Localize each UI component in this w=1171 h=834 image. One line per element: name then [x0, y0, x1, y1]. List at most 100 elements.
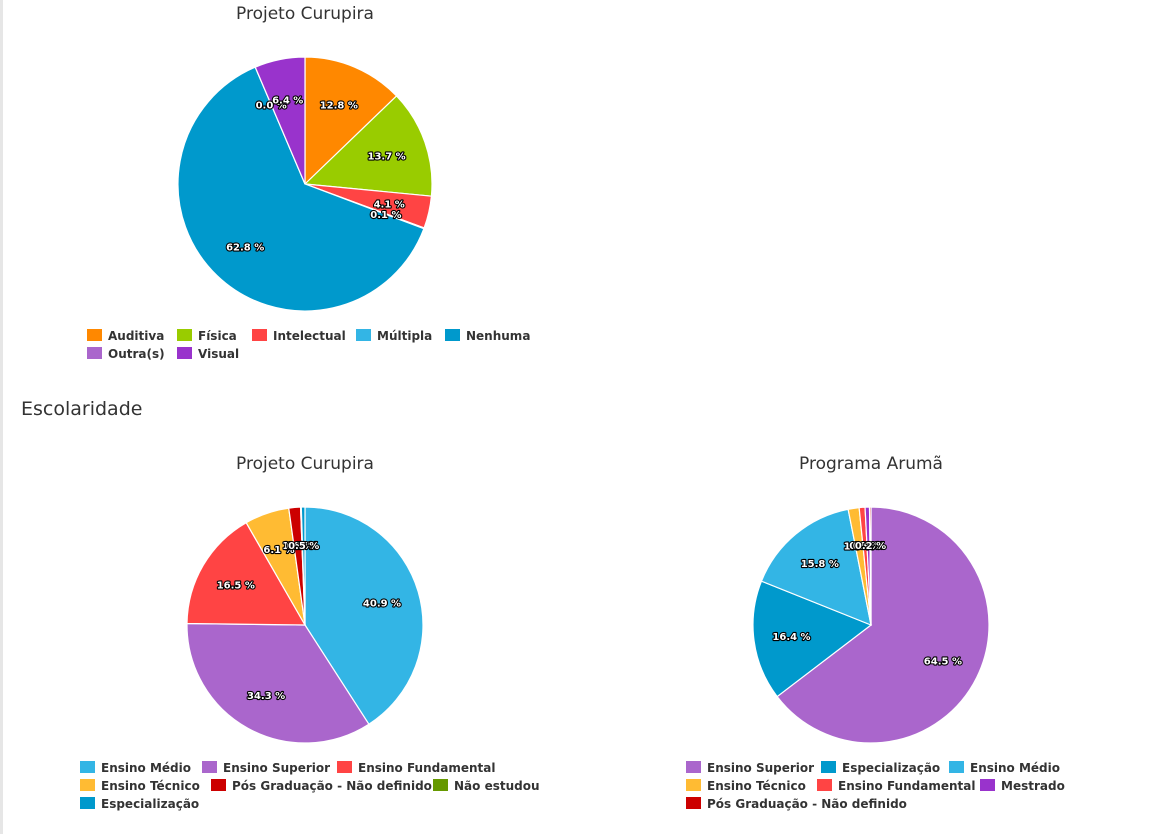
legend-item-pos-graduacao-nao-definido[interactable]: Pós Graduação - Não definido	[686, 797, 907, 811]
legend-label: Pós Graduação - Não definido	[232, 779, 432, 793]
slice-label-pos-graduacao-nao-definido: 0.2 %	[855, 541, 886, 552]
slice-label-especializacao: 0.5 %	[288, 541, 319, 552]
slice-label-ensino-medio: 40.9 %	[363, 598, 401, 609]
legend-swatch	[445, 329, 460, 341]
pie-slice-nenhuma[interactable]	[177, 66, 425, 312]
legend-swatch	[686, 779, 701, 791]
legend-label: Especialização	[101, 797, 199, 811]
pie-chart-deficiencia-curupira: Projeto Curupira 12.8 % 13.7 % 4.1 % 0.1 % 62…	[0, 0, 610, 380]
legend-item-ensino-tecnico[interactable]: Ensino Técnico	[686, 779, 806, 793]
legend-label: Nenhuma	[466, 329, 530, 343]
legend-label: Ensino Fundamental	[838, 779, 975, 793]
legend-swatch	[980, 779, 995, 791]
legend-swatch	[80, 779, 95, 791]
legend-item-ensino-medio[interactable]: Ensino Médio	[80, 761, 191, 775]
legend-item-ensino-fundamental[interactable]: Ensino Fundamental	[817, 779, 975, 793]
slice-label-outra-s: 0.0 %	[256, 101, 287, 112]
legend-swatch	[87, 347, 102, 359]
pie-chart-escolaridade-aruma: Programa Arumã 64.5 % 16.4 % 15.8 % 1.5 % 0.8…	[610, 445, 1171, 834]
legend-item-nao-estudou[interactable]: Não estudou	[433, 779, 540, 793]
legend-label: Múltipla	[377, 329, 432, 343]
pie-slice-fisica[interactable]	[303, 95, 433, 197]
legend-item-ensino-tecnico[interactable]: Ensino Técnico	[80, 779, 200, 793]
slice-label-ensino-fundamental: 16.5 %	[217, 580, 255, 591]
pie-slice-ensino-superior[interactable]	[186, 622, 370, 744]
pie-slice-pos-graduacao-nao-definido[interactable]	[868, 506, 872, 626]
pie-slice-ensino-medio[interactable]	[760, 508, 872, 626]
chart-svg: Programa Arumã 64.5 % 16.4 % 15.8 % 1.5 %0.8…	[686, 454, 1065, 811]
slice-label-ensino-superior: 64.5 %	[924, 657, 962, 668]
slice-label-fisica: 13.7 %	[368, 152, 406, 163]
slice-label-intelectual: 4.1 %	[374, 199, 405, 210]
legend-swatch	[87, 329, 102, 341]
legend-label: Auditiva	[108, 329, 164, 343]
legend-label: Ensino Médio	[101, 761, 191, 775]
pie-slice-auditiva[interactable]	[304, 56, 398, 186]
slice-label-ensino-medio: 15.8 %	[801, 559, 839, 570]
legend-label: Outra(s)	[108, 347, 165, 361]
legend-label: Especialização	[842, 761, 940, 775]
legend-item-fisica[interactable]: Física	[177, 329, 237, 343]
slice-label-visual: 6.4 %	[272, 95, 303, 106]
legend-swatch	[433, 779, 448, 791]
slice-label-especializacao: 16.4 %	[772, 632, 810, 643]
legend-item-ensino-superior[interactable]: Ensino Superior	[202, 761, 330, 775]
chart-title: Projeto Curupira	[236, 4, 374, 24]
legend-label: Ensino Técnico	[707, 779, 806, 793]
legend-label: Ensino Técnico	[101, 779, 200, 793]
slice-label-mestrado: 0.6 %	[853, 541, 884, 552]
slice-label-multipla: 0.1 %	[370, 210, 401, 221]
section-heading-escolaridade: Escolaridade	[21, 398, 143, 420]
legend-item-outra-s[interactable]: Outra(s)	[87, 347, 165, 361]
chart-svg: Projeto Curupira 12.8 % 13.7 % 4.1 %0.1 % 62…	[87, 4, 530, 361]
pie-slice-visual[interactable]	[254, 56, 306, 185]
chart-title: Programa Arumã	[799, 454, 943, 474]
legend-label: Ensino Superior	[707, 761, 814, 775]
slice-label-ensino-superior: 34.3 %	[247, 691, 285, 702]
pie-chart-escolaridade-curupira: Projeto Curupira 40.9 % 34.3 % 16.5 % 6.1 % 1…	[0, 445, 610, 834]
legend-swatch	[686, 797, 701, 809]
slice-label-ensino-tecnico: 6.1 %	[263, 545, 294, 556]
legend-item-intelectual[interactable]: Intelectual	[252, 329, 346, 343]
legend-item-pos-graduacao-nao-definido[interactable]: Pós Graduação - Não definido	[211, 779, 432, 793]
legend-item-ensino-superior[interactable]: Ensino Superior	[686, 761, 814, 775]
legend-swatch	[177, 329, 192, 341]
legend-swatch	[817, 779, 832, 791]
slice-label-pos-graduacao-nao-definido: 1.6 %	[282, 541, 313, 552]
legend-swatch	[356, 329, 371, 341]
legend-swatch	[949, 761, 964, 773]
slice-label-auditiva: 12.8 %	[320, 101, 358, 112]
legend-label: Ensino Médio	[970, 761, 1060, 775]
slice-label-nao-estudou: 0.1 %	[287, 541, 318, 552]
slice-label-ensino-fundamental: 0.8 %	[849, 541, 880, 552]
legend-swatch	[337, 761, 352, 773]
slice-label-nenhuma: 62.8 %	[226, 242, 264, 253]
legend-item-auditiva[interactable]: Auditiva	[87, 329, 164, 343]
legend-item-especializacao[interactable]: Especialização	[821, 761, 940, 775]
legend-item-especializacao[interactable]: Especialização	[80, 797, 199, 811]
legend-item-mestrado[interactable]: Mestrado	[980, 779, 1065, 793]
legend-item-visual[interactable]: Visual	[177, 347, 239, 361]
legend-item-multipla[interactable]: Múltipla	[356, 329, 432, 343]
legend-label: Não estudou	[454, 779, 540, 793]
legend-swatch	[211, 779, 226, 791]
pie-slice-especializacao[interactable]	[300, 506, 306, 626]
pie-slice-especializacao[interactable]	[752, 580, 873, 698]
legend-swatch	[252, 329, 267, 341]
legend-item-ensino-medio[interactable]: Ensino Médio	[949, 761, 1060, 775]
legend-label: Ensino Fundamental	[358, 761, 495, 775]
legend-label: Visual	[198, 347, 239, 361]
pie-slice-ensino-fundamental[interactable]	[186, 521, 307, 626]
legend-label: Mestrado	[1001, 779, 1065, 793]
pie-slice-ensino-superior[interactable]	[776, 506, 990, 744]
legend-label: Intelectual	[273, 329, 346, 343]
legend-item-ensino-fundamental[interactable]: Ensino Fundamental	[337, 761, 495, 775]
legend-label: Física	[198, 329, 237, 343]
legend-label: Ensino Superior	[223, 761, 330, 775]
chart-svg: Projeto Curupira 40.9 % 34.3 % 16.5 % 6.1 %1…	[80, 454, 540, 811]
legend-swatch	[686, 761, 701, 773]
legend-label: Pós Graduação - Não definido	[707, 797, 907, 811]
legend-item-nenhuma[interactable]: Nenhuma	[445, 329, 530, 343]
legend-swatch	[821, 761, 836, 773]
left-border	[0, 0, 3, 834]
